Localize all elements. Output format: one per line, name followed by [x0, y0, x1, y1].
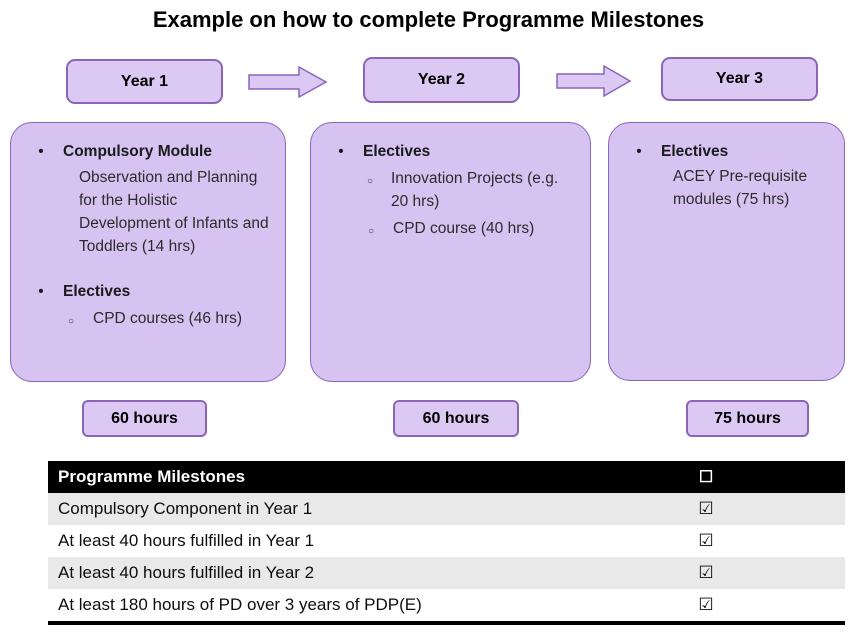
- table-header-row: Programme Milestones ☐: [48, 461, 845, 493]
- checkbox-unchecked-icon: ☐: [698, 469, 714, 486]
- checkbox-checked-icon: ☑: [698, 595, 714, 614]
- list-subitem-label: CPD courses (46 hrs): [93, 310, 243, 327]
- programme-milestones-table: Programme Milestones ☐ Compulsory Compon…: [48, 461, 845, 625]
- year-3-hours-label: 75 hours: [714, 409, 781, 427]
- year-2-content-box: • Electives ○ Innovation Projects (e.g. …: [310, 122, 591, 382]
- list-subitem: ○ Innovation Projects (e.g. 20 hrs): [363, 167, 576, 213]
- table-header-label: Programme Milestones: [58, 467, 246, 486]
- bullet-icon: •: [338, 143, 344, 160]
- list-item-label: Electives: [63, 283, 131, 300]
- bullet-icon: •: [38, 143, 44, 160]
- bullet-icon: •: [636, 143, 642, 160]
- list-subitem: ○ CPD courses (46 hrs): [63, 307, 271, 333]
- year-1-hours-box: 60 hours: [82, 400, 207, 437]
- bullet-icon: •: [38, 283, 44, 300]
- year-2-hours-label: 60 hours: [422, 409, 490, 427]
- year-2-label: Year 2: [417, 71, 466, 88]
- checkbox-checked-icon: ☑: [698, 563, 714, 582]
- year-1-label: Year 1: [120, 72, 169, 90]
- year-3-hours-box: 75 hours: [686, 400, 809, 437]
- module-description: Observation and Planning for the Holisti…: [79, 169, 269, 255]
- arrow-right-icon: [556, 64, 632, 103]
- year-3-content-box: • Electives ACEY Pre-requisite modules (…: [608, 122, 845, 381]
- list-subitem-label: CPD course (40 hrs): [393, 220, 535, 237]
- list-item: • Electives: [23, 280, 271, 303]
- milestone-label: At least 40 hours fulfilled in Year 1: [58, 531, 315, 550]
- circle-bullet-icon: ○: [367, 226, 375, 237]
- module-description: ACEY Pre-requisite modules (75 hrs): [673, 168, 808, 208]
- year-3-label: Year 3: [715, 70, 764, 87]
- checkbox-checked-icon: ☑: [698, 531, 714, 550]
- circle-bullet-icon: ○: [366, 176, 374, 187]
- list-item-label: Compulsory Module: [63, 143, 212, 160]
- year-1-hours-label: 60 hours: [111, 409, 178, 427]
- list-item-label: Electives: [661, 143, 729, 160]
- arrow-right-icon: [248, 65, 328, 104]
- table-row: At least 180 hours of PD over 3 years of…: [48, 589, 845, 621]
- circle-bullet-icon: ○: [67, 316, 75, 327]
- table-row: At least 40 hours fulfilled in Year 2 ☑: [48, 557, 845, 589]
- year-3-box: Year 3: [661, 57, 818, 101]
- milestone-label: At least 40 hours fulfilled in Year 2: [58, 563, 315, 582]
- year-1-box: Year 1: [66, 59, 223, 104]
- list-item: • Compulsory Module: [23, 140, 271, 163]
- year-2-hours-box: 60 hours: [393, 400, 519, 437]
- list-item-label: Electives: [363, 143, 431, 160]
- table-row: Compulsory Component in Year 1 ☑: [48, 493, 845, 525]
- milestone-label: Compulsory Component in Year 1: [58, 499, 313, 518]
- year-1-content-box: • Compulsory Module Observation and Plan…: [10, 122, 286, 382]
- list-subitem: ○ CPD course (40 hrs): [363, 217, 576, 243]
- milestone-label: At least 180 hours of PD over 3 years of…: [58, 595, 422, 614]
- checkbox-checked-icon: ☑: [698, 499, 714, 518]
- list-item: • Electives: [621, 140, 830, 163]
- list-item: • Electives: [323, 140, 576, 163]
- page-title: Example on how to complete Programme Mil…: [152, 7, 705, 32]
- list-subitem-label: Innovation Projects (e.g. 20 hrs): [391, 170, 559, 210]
- year-2-box: Year 2: [363, 57, 520, 103]
- table-row: At least 40 hours fulfilled in Year 1 ☑: [48, 525, 845, 557]
